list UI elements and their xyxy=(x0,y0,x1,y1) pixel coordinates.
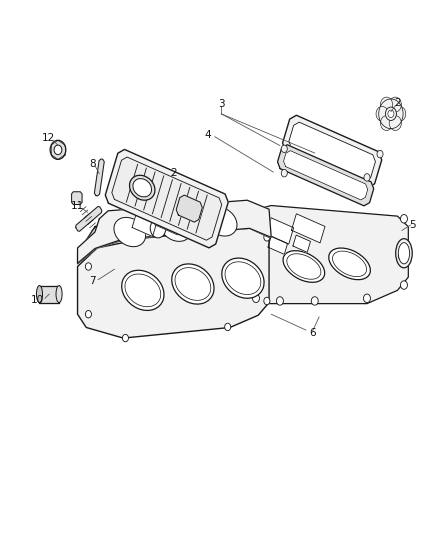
Circle shape xyxy=(225,323,231,330)
Polygon shape xyxy=(176,195,202,222)
Polygon shape xyxy=(78,200,271,263)
Circle shape xyxy=(389,116,401,131)
Text: 4: 4 xyxy=(205,130,212,140)
Circle shape xyxy=(389,97,401,112)
Text: 5: 5 xyxy=(410,220,416,230)
Ellipse shape xyxy=(329,248,371,280)
Polygon shape xyxy=(132,209,158,237)
Polygon shape xyxy=(243,206,408,304)
Ellipse shape xyxy=(125,274,161,306)
Circle shape xyxy=(394,107,406,121)
Ellipse shape xyxy=(332,251,367,277)
Circle shape xyxy=(122,334,128,342)
Polygon shape xyxy=(95,159,104,196)
Text: 8: 8 xyxy=(89,159,96,168)
Text: 12: 12 xyxy=(42,133,55,143)
Ellipse shape xyxy=(283,251,325,282)
Text: 11: 11 xyxy=(71,201,84,211)
Ellipse shape xyxy=(122,270,164,310)
Circle shape xyxy=(281,145,287,152)
Polygon shape xyxy=(71,192,82,205)
Ellipse shape xyxy=(114,217,145,247)
Text: 2: 2 xyxy=(394,98,401,108)
Polygon shape xyxy=(289,122,375,181)
Ellipse shape xyxy=(287,254,321,279)
Ellipse shape xyxy=(36,286,42,303)
Polygon shape xyxy=(283,151,368,200)
Circle shape xyxy=(150,219,166,238)
Ellipse shape xyxy=(205,207,237,236)
Polygon shape xyxy=(39,286,59,303)
Circle shape xyxy=(124,236,131,244)
Polygon shape xyxy=(112,157,222,240)
Ellipse shape xyxy=(396,239,412,268)
Circle shape xyxy=(85,263,92,270)
Polygon shape xyxy=(293,235,311,252)
Circle shape xyxy=(85,311,92,318)
Circle shape xyxy=(400,281,407,289)
Polygon shape xyxy=(268,236,288,254)
Ellipse shape xyxy=(56,286,62,303)
Circle shape xyxy=(376,107,388,121)
Circle shape xyxy=(381,116,392,131)
Circle shape xyxy=(276,297,283,305)
Ellipse shape xyxy=(398,243,410,264)
Ellipse shape xyxy=(222,258,264,298)
Polygon shape xyxy=(105,149,228,248)
Text: 3: 3 xyxy=(218,99,225,109)
Circle shape xyxy=(398,252,405,260)
Circle shape xyxy=(264,233,270,241)
Text: 10: 10 xyxy=(31,295,44,305)
Polygon shape xyxy=(155,207,183,235)
Circle shape xyxy=(54,145,62,155)
Ellipse shape xyxy=(225,262,261,295)
Ellipse shape xyxy=(160,212,191,241)
Ellipse shape xyxy=(133,179,152,197)
Ellipse shape xyxy=(172,264,214,304)
Text: 7: 7 xyxy=(89,276,96,286)
Circle shape xyxy=(227,224,233,232)
Text: 6: 6 xyxy=(309,328,316,338)
Circle shape xyxy=(385,107,396,120)
Circle shape xyxy=(381,97,392,112)
Circle shape xyxy=(388,110,394,117)
Polygon shape xyxy=(78,209,269,264)
Polygon shape xyxy=(283,115,382,188)
Circle shape xyxy=(50,140,66,159)
Circle shape xyxy=(253,212,259,220)
Circle shape xyxy=(364,294,371,303)
Polygon shape xyxy=(291,214,325,243)
Circle shape xyxy=(281,169,287,177)
Circle shape xyxy=(311,297,318,305)
Circle shape xyxy=(364,174,370,181)
Polygon shape xyxy=(76,206,102,231)
Ellipse shape xyxy=(130,175,155,200)
Polygon shape xyxy=(266,218,293,244)
Circle shape xyxy=(253,294,259,303)
Circle shape xyxy=(377,150,383,158)
Circle shape xyxy=(400,215,407,223)
Polygon shape xyxy=(278,145,374,206)
Polygon shape xyxy=(78,227,269,338)
Circle shape xyxy=(264,297,270,305)
Text: 2: 2 xyxy=(170,168,177,178)
Ellipse shape xyxy=(175,268,211,301)
